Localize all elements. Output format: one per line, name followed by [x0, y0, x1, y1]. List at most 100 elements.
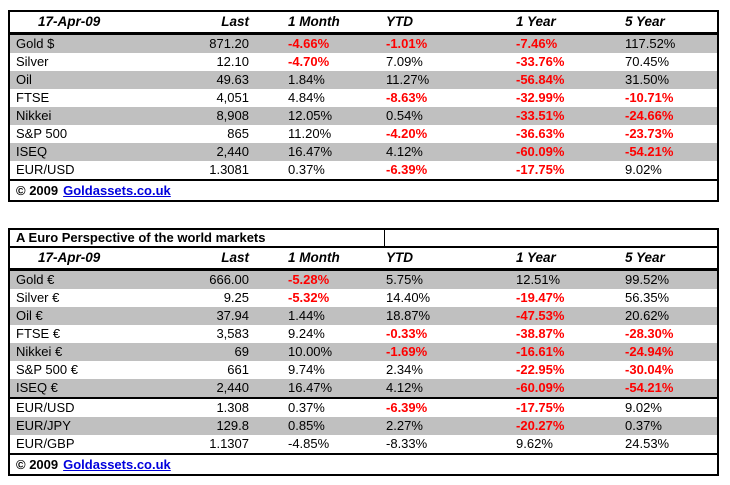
date-header: 17-Apr-09	[9, 11, 186, 35]
table-row: FTSE € 3,583 9.24% -0.33% -38.87% -28.30%	[9, 325, 719, 343]
goldassets-link[interactable]: Goldassets.co.uk	[63, 183, 171, 198]
table-title: A Euro Perspective of the world markets	[9, 229, 385, 248]
value-cell: -54.21%	[625, 144, 674, 159]
table-row: ISEQ 2,440 16.47% 4.12% -60.09% -54.21%	[9, 143, 718, 161]
value-cell: 0.37%	[251, 397, 385, 417]
value-cell: 49.63	[216, 72, 249, 87]
value-cell: -5.32%	[288, 290, 330, 305]
value-cell: -8.33%	[386, 436, 428, 451]
date-header: 17-Apr-09	[9, 247, 186, 271]
row-label: ISEQ €	[16, 380, 58, 395]
value-cell: -30.04%	[625, 362, 674, 377]
value-cell: 0.37%	[288, 162, 325, 177]
value-cell: 666.00	[209, 272, 249, 287]
value-cell: -36.63%	[516, 126, 565, 141]
col-header-1year: 1 Year	[513, 247, 622, 271]
value-cell: -8.63%	[386, 90, 428, 105]
row-label: ISEQ	[16, 144, 48, 159]
title-row: A Euro Perspective of the world markets	[9, 229, 719, 248]
footer-row: © 2009 Goldassets.co.uk	[9, 453, 719, 475]
value-cell: 2,440	[216, 144, 249, 159]
value-cell: -0.33%	[386, 326, 428, 341]
value-cell: 37.94	[216, 308, 249, 323]
value-cell: -32.99%	[516, 90, 565, 105]
value-cell: -10.71%	[625, 90, 674, 105]
value-cell: -4.20%	[386, 126, 428, 141]
value-cell: -6.39%	[384, 397, 514, 417]
col-header-last: Last	[186, 247, 251, 271]
value-cell: -24.66%	[625, 108, 674, 123]
value-cell: 14.40%	[386, 290, 431, 305]
value-cell: 661	[227, 362, 249, 377]
col-header-1year: 1 Year	[513, 11, 621, 35]
row-label: EUR/USD	[9, 397, 186, 417]
value-cell: -60.09%	[516, 144, 565, 159]
value-cell: 9.02%	[625, 162, 662, 177]
value-cell: 9.62%	[516, 436, 553, 451]
value-cell: -1.01%	[386, 36, 428, 51]
value-cell: -22.95%	[516, 362, 565, 377]
table-row: FTSE 4,051 4.84% -8.63% -32.99% -10.71%	[9, 89, 718, 107]
col-header-5year: 5 Year	[621, 247, 719, 271]
row-label: EUR/USD	[16, 162, 75, 177]
value-cell: 1.44%	[288, 308, 325, 323]
value-cell: -47.53%	[516, 308, 565, 323]
value-cell: 871.20	[209, 36, 249, 51]
row-label: FTSE €	[16, 326, 61, 341]
value-cell: 1.84%	[288, 72, 325, 87]
value-cell: -17.75%	[513, 397, 622, 417]
value-cell: -5.28%	[288, 272, 330, 287]
value-cell: -28.30%	[625, 326, 674, 341]
value-cell: 2,440	[216, 380, 249, 395]
value-cell: 0.85%	[288, 418, 325, 433]
value-cell: 117.52%	[625, 36, 676, 51]
col-header-last: Last	[186, 11, 251, 35]
value-cell: 16.47%	[288, 144, 333, 159]
value-cell: 11.20%	[288, 126, 332, 141]
table-row: EUR/JPY 129.8 0.85% 2.27% -20.27% 0.37%	[9, 417, 719, 435]
row-label: Gold $	[16, 36, 55, 51]
header-row: 17-Apr-09 Last 1 Month YTD 1 Year 5 Year	[9, 247, 719, 271]
copyright-text: © 2009	[16, 457, 59, 472]
table-row: EUR/USD 1.308 0.37% -6.39% -17.75% 9.02%	[9, 397, 719, 417]
value-cell: -20.27%	[516, 418, 565, 433]
table-row: ISEQ € 2,440 16.47% 4.12% -60.09% -54.21%	[9, 379, 719, 398]
table-title-spacer	[384, 229, 719, 248]
table-row: EUR/GBP 1.1307 -4.85% -8.33% 9.62% 24.53%	[9, 435, 719, 454]
value-cell: -56.84%	[516, 72, 565, 87]
value-cell: -6.39%	[386, 162, 428, 177]
row-label: S&P 500	[16, 126, 68, 141]
value-cell: 4,051	[216, 90, 249, 105]
col-header-ytd: YTD	[384, 11, 513, 35]
table-row: Silver € 9.25 -5.32% 14.40% -19.47% 56.35%	[9, 289, 719, 307]
row-label: Silver	[16, 54, 49, 69]
row-label: FTSE	[16, 90, 50, 105]
table-row: S&P 500 € 661 9.74% 2.34% -22.95% -30.04%	[9, 361, 719, 379]
value-cell: -4.70%	[288, 54, 330, 69]
value-cell: 9.74%	[288, 362, 325, 377]
value-cell: -4.85%	[288, 436, 330, 451]
value-cell: -33.51%	[516, 108, 565, 123]
value-cell: 4.84%	[288, 90, 325, 105]
value-cell: 4.12%	[386, 380, 423, 395]
table-row: Silver 12.10 -4.70% 7.09% -33.76% 70.45%	[9, 53, 718, 71]
value-cell: 70.45%	[625, 54, 670, 69]
value-cell: 24.53%	[625, 436, 670, 451]
value-cell: -38.87%	[516, 326, 565, 341]
row-label: Nikkei	[16, 108, 52, 123]
goldassets-link[interactable]: Goldassets.co.uk	[63, 457, 171, 472]
value-cell: 2.34%	[386, 362, 423, 377]
value-cell: 7.09%	[386, 54, 423, 69]
header-row: 17-Apr-09 Last 1 Month YTD 1 Year 5 Year	[9, 11, 718, 35]
value-cell: -4.66%	[288, 36, 330, 51]
value-cell: 4.12%	[386, 144, 423, 159]
euro-markets-table: A Euro Perspective of the world markets …	[8, 228, 720, 476]
table-row: Nikkei 8,908 12.05% 0.54% -33.51% -24.66%	[9, 107, 718, 125]
value-cell: -54.21%	[625, 380, 674, 395]
value-cell: 8,908	[216, 108, 249, 123]
value-cell: 56.35%	[625, 290, 670, 305]
row-label: S&P 500 €	[16, 362, 78, 377]
row-label: Oil	[16, 72, 32, 87]
value-cell: 11.27%	[386, 72, 430, 87]
